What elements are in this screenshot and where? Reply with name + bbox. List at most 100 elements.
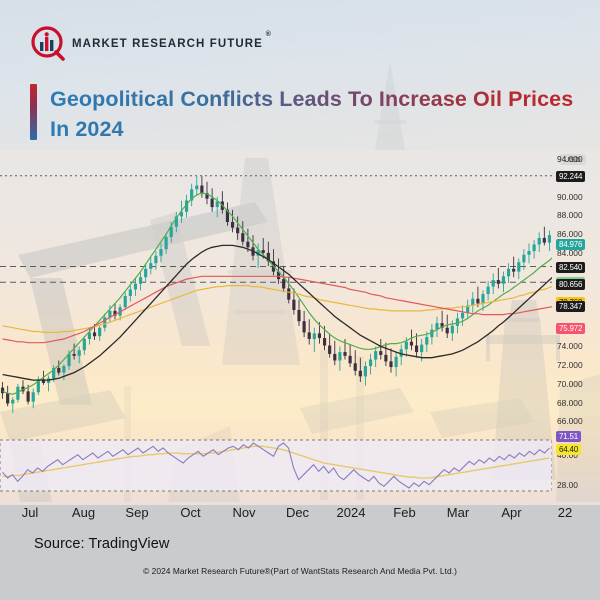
candle-body [62,366,66,373]
candle-body [455,318,460,326]
candle-body [409,341,414,346]
date-tick-label: Nov [232,505,256,520]
candle-body [190,189,194,201]
candle-body [435,323,439,330]
candle-body [404,341,408,350]
candle-body [374,351,378,360]
page-title-text: Geopolitical Conflicts Leads To Increase… [50,84,582,144]
candle-body [133,283,138,290]
date-tick-label: Aug [71,505,96,520]
moving-average-green [2,192,552,395]
header-band [0,0,600,150]
candle-body [154,255,158,264]
candle-body [138,277,143,284]
candle-body [420,344,424,353]
price-value-label[interactable]: 78.347 [556,300,586,312]
brand-name-text: MARKET RESEARCH FUTURE [72,38,263,50]
price-tick-label: 86.000 [557,229,583,240]
candle-body [241,233,245,242]
candle-body [87,332,92,339]
price-value-label[interactable]: 84.976 [556,238,586,250]
candle-body [195,185,199,190]
candle-body [317,333,322,339]
candle-body [113,310,117,316]
source-label: Source: TradingView [34,536,170,552]
candle-body [501,276,506,284]
candle-body [0,387,5,394]
candle-body [517,262,521,272]
price-value-label[interactable]: 75.972 [556,323,586,334]
candle-body [450,325,454,334]
candle-body [466,305,470,313]
price-tick-label: 70.000 [557,378,583,389]
candle-body [328,345,332,354]
date-tick-label: Jul [21,505,39,520]
chart-region[interactable] [0,150,600,505]
subpanel-border [0,439,552,492]
candle-body [77,350,81,356]
copyright-text: © 2024 Market Research Future®(Part of W… [143,566,457,576]
candle-body [353,363,357,371]
candle-body [506,268,511,277]
candle-body [481,294,485,304]
candle-body [67,353,71,367]
moving-average-black [2,244,552,381]
date-tick-label: Feb [393,505,416,520]
candle-body [26,391,30,402]
candle-body [343,352,347,356]
candle-body [149,263,153,269]
brand-logo: MARKET RESEARCH FUTURE ® [30,26,271,62]
date-tick-label: Dec [285,505,310,520]
candle-body [476,298,480,304]
date-tick-label: Mar [446,505,470,520]
candle-body [159,249,163,256]
price-value-label[interactable]: 82.540 [556,261,586,273]
candle-body [522,254,526,263]
candle-body [123,295,127,308]
candle-body [512,268,516,272]
price-tick-label: 90.000 [557,191,583,202]
candle-body [542,237,546,243]
price-candlestick-plot[interactable] [0,150,552,440]
date-axis[interactable]: Jul Aug Sep Oct Nov Dec 2024 Feb Mar Apr 22 [0,505,600,533]
candle-body [471,298,475,306]
candle-body [92,332,97,337]
candle-body [210,198,214,208]
candlestick-series [0,176,552,413]
date-tick-label: 22 [557,505,573,520]
candle-body [276,271,281,280]
date-tick-label: Sep [125,505,149,520]
oscillator-ma-line [2,445,550,479]
candle-body [266,252,270,262]
price-axis[interactable]: USD 94.000 90.000 88.000 86.000 84.000 74.000… [552,150,600,505]
candle-body [215,201,219,208]
subpanel-value-label[interactable]: 64.40 [556,444,582,455]
price-value-label[interactable]: 92.244 [556,170,586,182]
candle-body [384,354,388,362]
candle-body [41,379,46,383]
registered-mark: ® [265,31,272,38]
candle-body [225,209,230,223]
brand-name: MARKET RESEARCH FUTURE ® [72,31,271,50]
subpanel-value-label[interactable]: 71.51 [556,431,582,442]
candle-body [307,332,311,339]
oscillator-subpanel[interactable] [0,438,552,493]
candle-body [261,250,265,253]
candle-body [52,367,56,379]
candle-body [414,345,419,353]
price-value-label[interactable]: 80.656 [556,279,586,291]
candle-body [491,280,495,287]
candle-body [236,227,240,234]
candle-body [72,353,76,356]
candle-body [205,193,209,199]
candle-body [287,288,291,300]
candle-body [425,337,429,345]
candle-body [256,250,260,256]
date-tick-label: Oct [180,505,201,520]
candle-body [179,211,184,217]
horizontal-level-lines [0,175,552,283]
candle-body [184,200,189,212]
candle-body [230,222,235,228]
price-tick-label: 68.000 [557,397,583,408]
